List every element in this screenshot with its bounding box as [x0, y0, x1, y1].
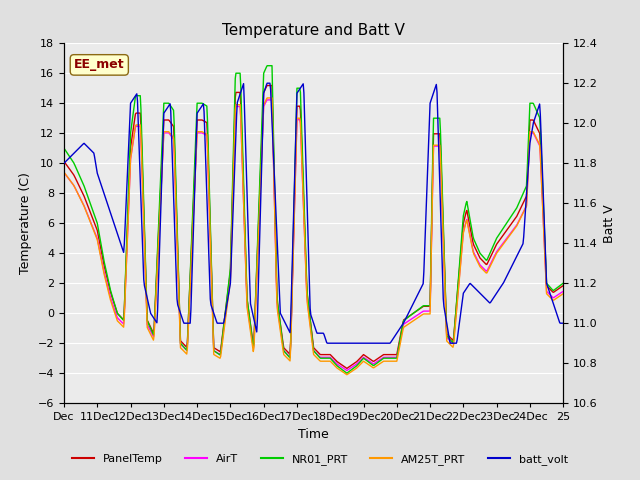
- Title: Temperature and Batt V: Temperature and Batt V: [222, 23, 405, 38]
- Text: EE_met: EE_met: [74, 59, 125, 72]
- Y-axis label: Temperature (C): Temperature (C): [19, 172, 32, 274]
- Y-axis label: Batt V: Batt V: [604, 204, 616, 242]
- X-axis label: Time: Time: [298, 428, 329, 441]
- Legend: PanelTemp, AirT, NR01_PRT, AM25T_PRT, batt_volt: PanelTemp, AirT, NR01_PRT, AM25T_PRT, ba…: [68, 450, 572, 469]
